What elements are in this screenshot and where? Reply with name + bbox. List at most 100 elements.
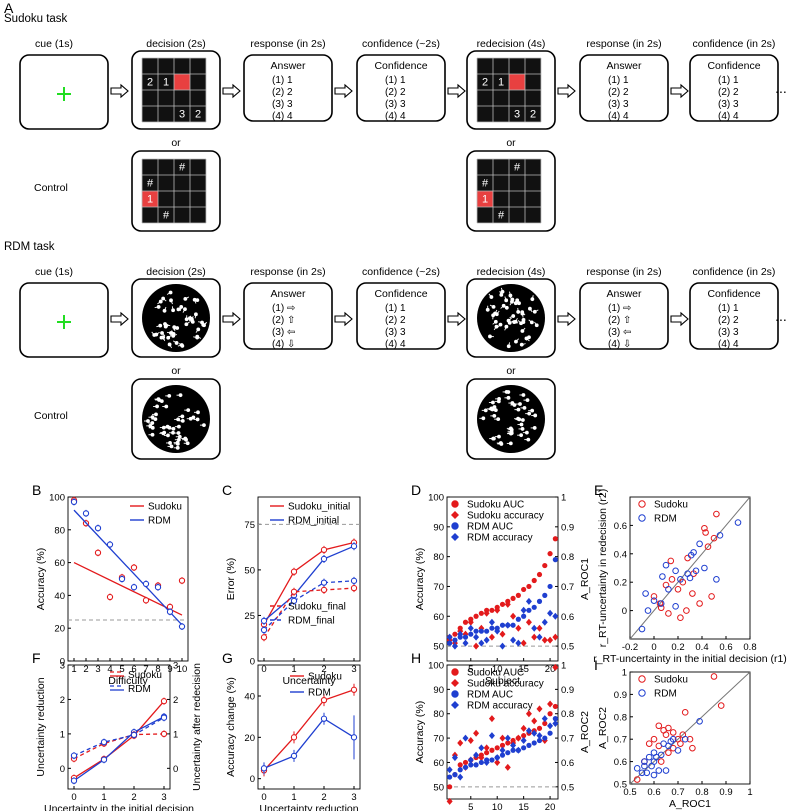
- series-RDM-point: [70, 498, 78, 506]
- series-point: [547, 636, 554, 644]
- dot-tail: [492, 321, 497, 325]
- dot: [171, 430, 175, 435]
- series-point: [499, 601, 506, 607]
- legend-label: Sudoku AUC: [467, 500, 524, 511]
- legend-label: RDM: [308, 688, 331, 699]
- y-tick-label: 40: [54, 591, 65, 602]
- legend-label: Sudoku accuracy: [467, 679, 544, 690]
- x-tick-label: 3: [351, 664, 356, 675]
- series-point: [505, 740, 511, 746]
- dot-tail: [488, 293, 492, 298]
- legend-label: RDM: [128, 684, 151, 695]
- dot-tail: [508, 342, 510, 347]
- dot: [169, 444, 174, 449]
- y-tick-label: 80: [433, 709, 444, 720]
- series-point: [521, 745, 527, 751]
- dot-tail: [509, 315, 514, 319]
- y2-tick-label: 1: [561, 661, 566, 672]
- series-point: [655, 767, 663, 774]
- series-point: [708, 593, 715, 600]
- y2-tick-label: 3: [173, 661, 178, 672]
- series-point: [710, 534, 718, 542]
- series-point: [457, 762, 463, 768]
- sudoku-stage-label: response (in 2s): [586, 38, 661, 50]
- series-point: [483, 636, 490, 644]
- rdm-confidence-box-row: (1) 1: [385, 303, 406, 314]
- series-point: [489, 607, 495, 613]
- series-point: [677, 614, 684, 622]
- series-point: [467, 618, 474, 626]
- series-point: [494, 627, 501, 635]
- sudoku-stage-label: cue (1s): [35, 38, 73, 50]
- series-point: [536, 732, 543, 740]
- rdm-answer-box-title: Answer: [270, 288, 306, 300]
- series-point: [510, 595, 516, 601]
- series-point: [531, 604, 537, 610]
- series-point: [650, 597, 658, 604]
- sudoku-answer-box-row: (2) 2: [272, 87, 293, 98]
- series-point: [638, 625, 646, 633]
- grid-number: #: [147, 178, 154, 190]
- dot-tail: [515, 317, 518, 322]
- dot: [155, 404, 159, 409]
- grid-number: #: [179, 162, 186, 174]
- series-point: [525, 710, 532, 718]
- series-Sudoku_initial: [263, 541, 355, 625]
- series-point: [510, 741, 517, 749]
- y-axis-label: r_RT-uncertainty in redecision (r2): [597, 489, 609, 648]
- plot-frame: [629, 671, 751, 785]
- series-point: [462, 619, 469, 625]
- series-point: [633, 765, 641, 772]
- series-point: [633, 776, 641, 783]
- legend-label: Sudoku: [148, 502, 182, 513]
- series-point: [457, 767, 463, 773]
- series-point: [488, 633, 495, 641]
- sudoku-answer2-box-row: (4) 4: [608, 111, 629, 122]
- y-axis-label: Accuracy change (%): [225, 677, 237, 777]
- rdm-stage-label: response (in 2s): [250, 266, 325, 278]
- dot: [150, 432, 155, 437]
- x-tick-label: 0: [261, 792, 266, 803]
- dot: [175, 440, 180, 445]
- series-point: [668, 576, 676, 583]
- series-point: [660, 740, 667, 747]
- series-RDM-point: [178, 623, 186, 630]
- sudoku-confidence-box-row: (3) 3: [385, 99, 406, 110]
- series-point: [677, 740, 684, 747]
- dot: [148, 423, 153, 428]
- series-point: [674, 747, 682, 754]
- dot-tail: [182, 308, 186, 313]
- dot-tail: [496, 310, 500, 315]
- dot-tail: [502, 306, 507, 309]
- dot-tail: [154, 306, 159, 309]
- series-Sudoku_final-point: [290, 588, 298, 595]
- rdm-control-dots: [477, 385, 545, 453]
- series-point: [505, 750, 511, 756]
- highlight-cell: [477, 191, 493, 207]
- y-tick-label: 80: [54, 525, 65, 536]
- series-point: [665, 586, 672, 593]
- series-point: [473, 762, 479, 768]
- legend-label: RDM accuracy: [467, 701, 533, 712]
- dot-tail: [521, 313, 524, 318]
- series-RDM reduction: [73, 716, 165, 782]
- series-point: [552, 703, 558, 710]
- series-point: [499, 742, 506, 749]
- series-point: [547, 700, 554, 708]
- y-tick-label: 75: [244, 520, 255, 531]
- plot-frame: [257, 496, 361, 662]
- rdm-confidence2-box-title: Confidence: [707, 288, 760, 300]
- series-point: [645, 753, 653, 761]
- series-point: [451, 642, 458, 650]
- series-point: [446, 797, 453, 805]
- rdm-confidence2-box: [689, 282, 779, 350]
- series-Sudoku-point: [178, 577, 186, 584]
- series-point: [520, 606, 527, 614]
- series-point: [531, 729, 538, 737]
- sudoku-confidence2-box-title: Confidence: [707, 60, 760, 72]
- dot-tail: [509, 320, 514, 324]
- grid-number: #: [514, 162, 521, 174]
- series-point: [536, 737, 543, 744]
- series-point: [701, 564, 708, 572]
